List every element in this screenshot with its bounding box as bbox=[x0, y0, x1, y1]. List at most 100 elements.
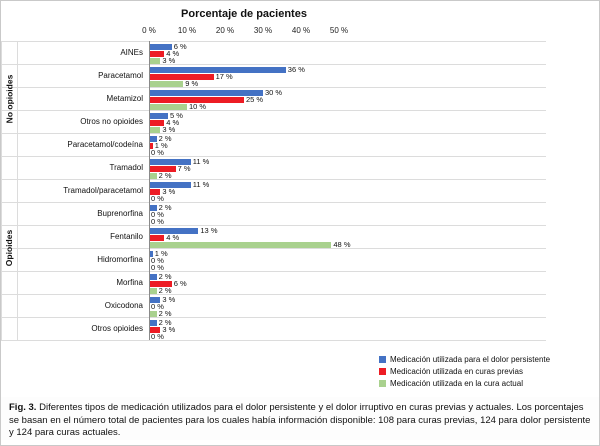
category-row: AINEs 6 % 4 % 3 % bbox=[1, 42, 546, 65]
bar-actual bbox=[149, 288, 157, 294]
bar-value-label: 0 % bbox=[151, 217, 164, 226]
bar-value-label: 10 % bbox=[189, 102, 207, 111]
category-label: Hidromorfina bbox=[97, 255, 143, 264]
x-axis-tick-label: 30 % bbox=[253, 26, 273, 35]
x-axis-tick-label: 40 % bbox=[291, 26, 311, 35]
group-label: Opioides bbox=[1, 156, 17, 340]
bar-previas bbox=[149, 143, 153, 149]
category-row: Oxicodona 3 % 0 % 2 % bbox=[1, 295, 546, 318]
category-label: AINEs bbox=[120, 48, 143, 57]
bar-value-label: 11 % bbox=[192, 157, 210, 166]
legend-swatch-actual bbox=[379, 380, 386, 387]
bar-value-label: 0 % bbox=[151, 332, 164, 341]
category-label: Tramadol bbox=[109, 163, 144, 172]
category-label: Buprenorfina bbox=[97, 209, 143, 218]
bar-value-label: 5 % bbox=[170, 111, 183, 120]
x-axis-tick-label: 10 % bbox=[177, 26, 197, 35]
bar-value-label: 30 % bbox=[265, 88, 283, 97]
bar-actual bbox=[149, 311, 157, 317]
category-row: Fentanilo 13 % 4 % 48 % bbox=[1, 226, 546, 249]
category-label: Morfina bbox=[116, 278, 143, 287]
bar-value-label: 0 % bbox=[151, 194, 164, 203]
category-row: Otros opioides 2 % 3 % 0 % bbox=[1, 318, 546, 341]
bar-value-label: 3 % bbox=[162, 295, 176, 304]
bar-value-label: 0 % bbox=[151, 256, 164, 265]
x-axis-tick-label: 50 % bbox=[329, 26, 349, 35]
bar-persistente bbox=[149, 228, 199, 234]
bar-persistente bbox=[149, 205, 157, 211]
legend-label: Medicación utilizada para el dolor persi… bbox=[390, 355, 551, 364]
bar-persistente bbox=[149, 67, 286, 73]
chart-title: Porcentaje de pacientes bbox=[181, 8, 307, 20]
bar-persistente bbox=[149, 136, 157, 142]
bar-previas bbox=[149, 74, 214, 80]
category-row: Buprenorfina 2 % 0 % 0 % bbox=[1, 203, 546, 226]
group-label-text: Opioides bbox=[4, 229, 14, 267]
bar-value-label: 36 % bbox=[287, 65, 305, 74]
category-label: Tramadol/paracetamol bbox=[63, 186, 143, 195]
chart: Porcentaje de pacientes 0 % 10 % 20 % 30 % 4… bbox=[1, 1, 599, 397]
category-row: Tramadol/paracetamol 11 % 3 % 0 % bbox=[1, 180, 546, 203]
bar-value-label: 1 % bbox=[154, 141, 168, 150]
group-axis-left-line bbox=[1, 41, 2, 340]
bar-value-label: 3 % bbox=[162, 56, 176, 65]
bar-value-label: 25 % bbox=[246, 95, 264, 104]
bar-persistente bbox=[149, 320, 157, 326]
legend-label: Medicación utilizada en la cura actual bbox=[390, 379, 523, 388]
bar-value-label: 7 % bbox=[177, 164, 191, 173]
bar-actual bbox=[149, 58, 161, 64]
bar-previas bbox=[149, 327, 161, 333]
bar-persistente bbox=[149, 159, 191, 165]
bar-value-label: 3 % bbox=[162, 187, 176, 196]
legend-item-actual: Medicación utilizada en la cura actual bbox=[379, 379, 550, 388]
group-label-text: No opioides bbox=[4, 74, 15, 123]
bar-persistente bbox=[149, 90, 263, 96]
legend-item-previas: Medicación utilizada en curas previas bbox=[379, 367, 550, 376]
bar-persistente bbox=[149, 297, 161, 303]
bar-value-label: 6 % bbox=[173, 42, 187, 51]
bar-previas bbox=[149, 97, 244, 103]
bar-value-label: 0 % bbox=[151, 148, 164, 157]
bar-actual bbox=[149, 104, 187, 110]
bar-value-label: 13 % bbox=[200, 226, 218, 235]
bar-value-label: 4 % bbox=[166, 49, 180, 58]
bar-value-label: 48 % bbox=[333, 240, 351, 249]
bar-previas bbox=[149, 166, 176, 172]
bar-value-label: 2 % bbox=[158, 203, 172, 212]
legend: Medicación utilizada para el dolor persi… bbox=[379, 355, 550, 391]
bar-previas bbox=[149, 235, 165, 241]
category-label: Otros opioides bbox=[91, 324, 143, 333]
category-row: Hidromorfina 1 % 0 % 0 % bbox=[1, 249, 546, 272]
bar-actual bbox=[149, 127, 161, 133]
bar-previas bbox=[149, 189, 161, 195]
bar-value-label: 2 % bbox=[158, 318, 172, 327]
legend-swatch-previas bbox=[379, 368, 386, 375]
bar-actual bbox=[149, 81, 184, 87]
bar-value-label: 2 % bbox=[158, 134, 172, 143]
bar-value-label: 0 % bbox=[151, 210, 164, 219]
bar-actual bbox=[149, 173, 157, 179]
bar-value-label: 0 % bbox=[151, 263, 164, 272]
bar-value-label: 2 % bbox=[158, 272, 172, 281]
bar-value-label: 3 % bbox=[162, 125, 176, 134]
category-label: Paracetamol bbox=[98, 71, 143, 80]
bar-persistente bbox=[149, 113, 168, 119]
figure-caption: Fig. 3. Diferentes tipos de medicación u… bbox=[1, 397, 599, 440]
legend-swatch-persistente bbox=[379, 356, 386, 363]
legend-label: Medicación utilizada en curas previas bbox=[390, 367, 523, 376]
bar-value-label: 2 % bbox=[158, 171, 172, 180]
bar-persistente bbox=[149, 182, 191, 188]
legend-item-persistente: Medicación utilizada para el dolor persi… bbox=[379, 355, 550, 364]
category-row: Metamizol 30 % 25 % 10 % bbox=[1, 88, 546, 111]
bar-previas bbox=[149, 120, 165, 126]
bar-value-label: 2 % bbox=[158, 286, 172, 295]
x-axis-tick-label: 20 % bbox=[215, 26, 235, 35]
caption-text: Diferentes tipos de medicación utilizado… bbox=[9, 402, 591, 439]
bar-persistente bbox=[149, 44, 172, 50]
group-label: No opioides bbox=[1, 41, 17, 156]
bar-persistente bbox=[149, 251, 153, 257]
bar-value-label: 6 % bbox=[173, 279, 187, 288]
category-label: Oxicodona bbox=[104, 301, 143, 310]
group-axis-divider-line bbox=[17, 41, 18, 340]
bar-value-label: 11 % bbox=[192, 180, 210, 189]
